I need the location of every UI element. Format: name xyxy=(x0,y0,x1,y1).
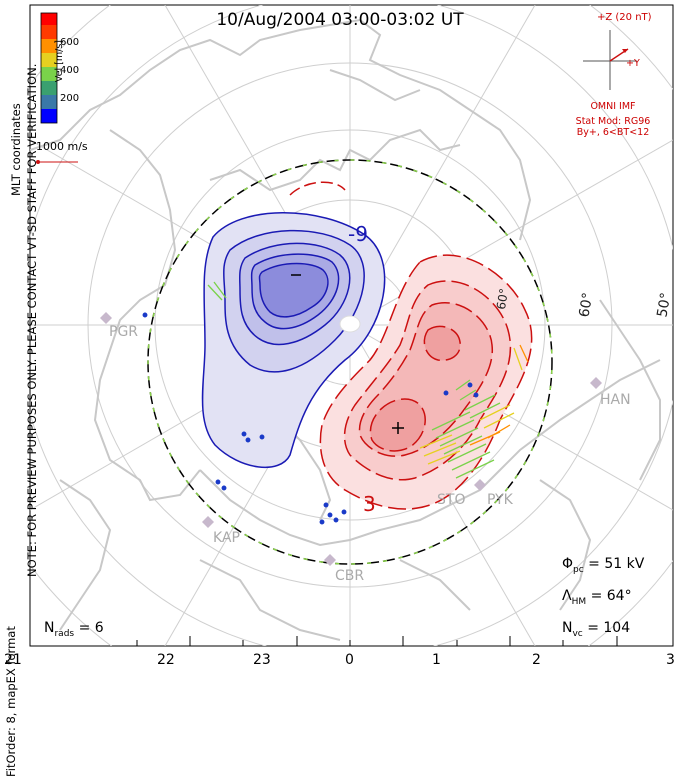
negative-potential-cell xyxy=(201,212,386,469)
negative-potential-label: -9 xyxy=(348,222,368,246)
hm-boundary-latitude: ΛHM = 64° xyxy=(562,588,632,607)
pole-marker xyxy=(339,315,361,333)
fit-order-note: FitOrder: 8, mapEX format xyxy=(4,626,18,777)
radar-count: Nrads = 6 xyxy=(44,620,104,639)
station-label: PYK xyxy=(487,492,513,508)
station-label: PGR xyxy=(109,324,139,340)
imf-condition: By+, 6<BT<12 xyxy=(576,127,650,138)
station-label: CBR xyxy=(335,568,365,584)
imf-dial xyxy=(583,30,637,90)
colorbar-tick: 400 xyxy=(60,65,80,76)
mlt-tick-label: 22 xyxy=(157,652,175,668)
positive-potential-cell xyxy=(319,254,533,510)
cross-polar-potential: Φpc = 51 kV xyxy=(562,556,645,575)
stat-model: Stat Mod: RG96 xyxy=(575,116,651,127)
imf-z-label: +Z (20 nT) xyxy=(597,12,652,23)
imf-y-label: +Y xyxy=(626,58,640,69)
positive-potential-label: 3 xyxy=(363,492,376,516)
colorbar-tick: 200 xyxy=(60,93,80,104)
mlt-tick-label: 3 xyxy=(666,652,675,668)
station-label: KAP xyxy=(213,530,240,546)
mlt-tick-label: 1 xyxy=(432,652,441,668)
coordinate-system-label: MLT coordinates xyxy=(9,103,23,196)
station-markers xyxy=(100,312,602,566)
velocity-vectors xyxy=(142,281,529,525)
colorbar-tick: 600 xyxy=(60,37,80,48)
reference-vector-arrow xyxy=(36,160,78,164)
convection-map xyxy=(29,4,674,647)
mlt-tick-label: 2 xyxy=(532,652,541,668)
vector-count: Nvc = 104 xyxy=(562,620,631,639)
mlt-tick-label: 21 xyxy=(4,652,22,668)
preview-note: NOTE: FOR PREVIEW PURPOSES ONLY. PLEASE … xyxy=(25,63,39,577)
colorbar xyxy=(40,12,58,124)
hm-boundary-vectors xyxy=(147,159,553,565)
mlt-tick-label: 0 xyxy=(345,652,354,668)
small-positive-contour xyxy=(289,181,346,196)
map-title: 10/Aug/2004 03:00-03:02 UT xyxy=(216,10,464,30)
station-label: STO xyxy=(437,492,466,508)
station-label: HAN xyxy=(600,392,631,408)
mlt-tick-label: 23 xyxy=(253,652,271,668)
imf-source: OMNI IMF xyxy=(590,101,636,112)
mlt-axis-ticks xyxy=(29,636,618,646)
reference-vector-label: 1000 m/s xyxy=(36,140,88,153)
